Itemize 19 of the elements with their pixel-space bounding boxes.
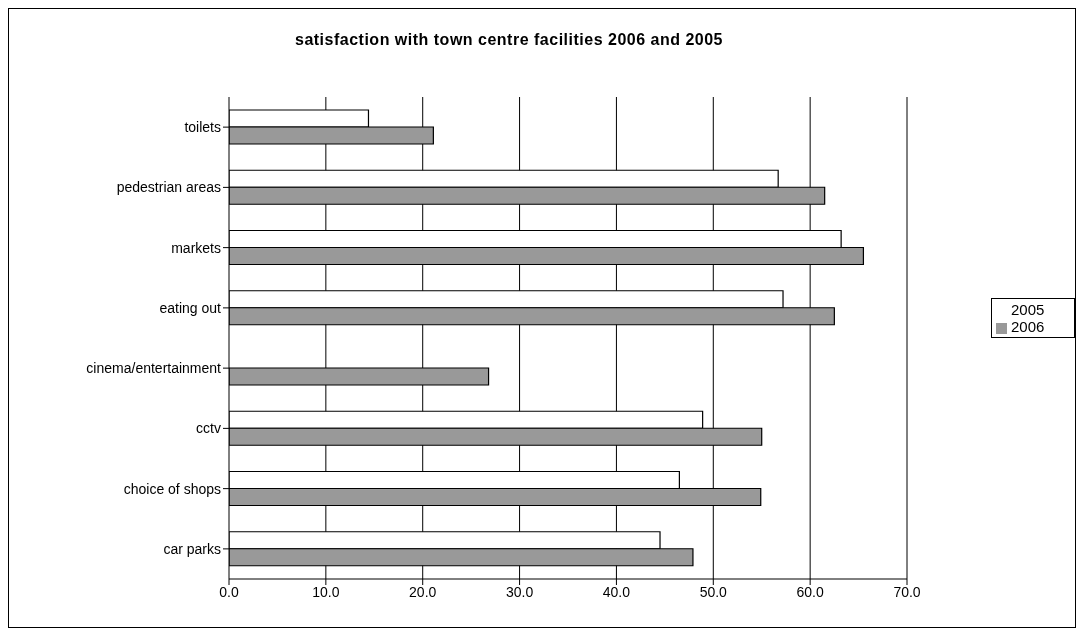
text: 2005 (1011, 301, 1045, 318)
x-tick-label: 0.0 (219, 583, 239, 600)
y-tick-label: cinema/entertainment (86, 360, 222, 377)
y-tick-label: cctv (196, 420, 221, 437)
chart-title: satisfaction with town centre facilities 2006 and 2005 (294, 31, 724, 49)
x-tick-label: 30.0 (505, 583, 534, 600)
y-tick-label: eating out (159, 299, 222, 316)
x-tick-label: 10.0 (312, 583, 340, 600)
x-tick-label: 20.0 (409, 583, 437, 600)
y-tick-label: toilets (184, 119, 221, 136)
legend-label: 2006 (1011, 318, 1045, 335)
x-tick-label: 50.0 (699, 583, 728, 600)
x-tick-label: 60.0 (796, 583, 824, 600)
y-tick-label: car parks (163, 540, 221, 557)
y-tick-label: pedestrian areas (116, 179, 221, 196)
y-tick-label: markets (171, 239, 221, 256)
y-tick-label: choice of shops (123, 480, 221, 497)
x-tick-label: 40.0 (602, 583, 631, 600)
x-tick-label: 70.0 (893, 583, 921, 600)
